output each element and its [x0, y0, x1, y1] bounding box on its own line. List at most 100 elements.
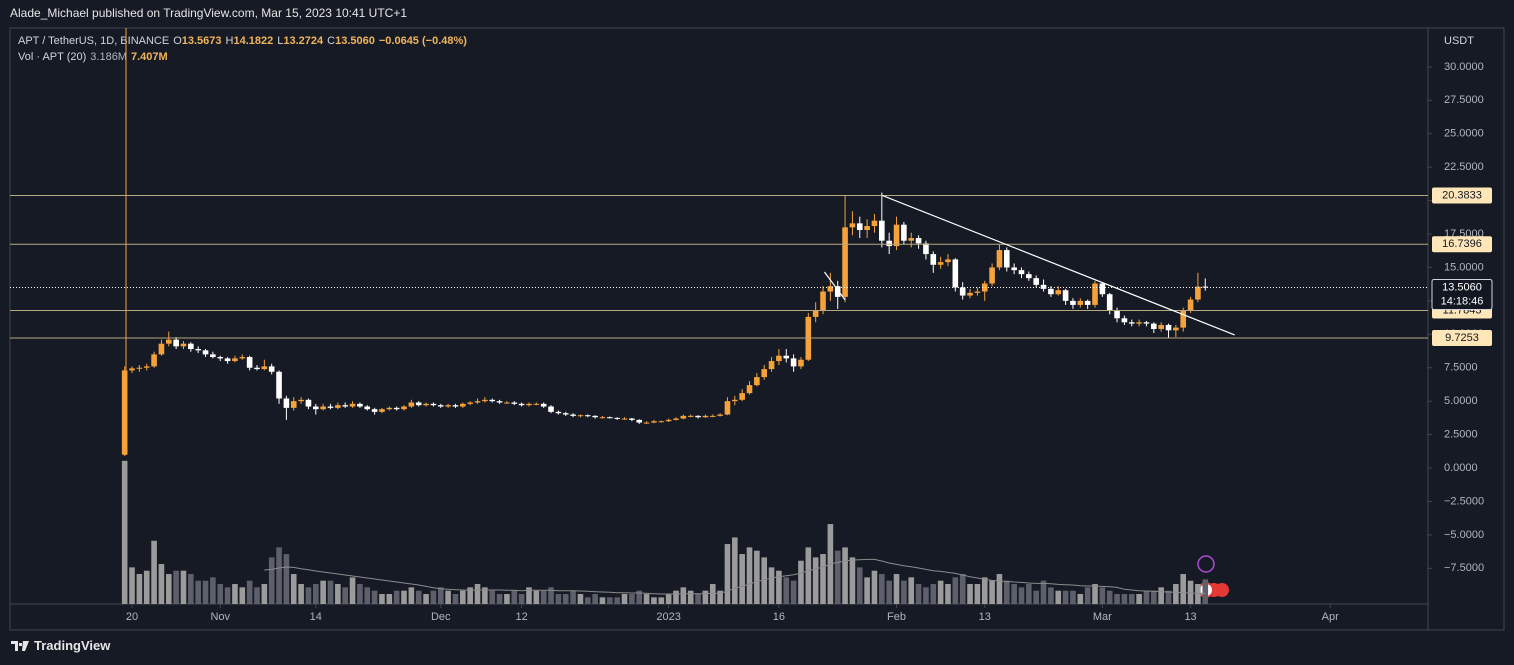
candle-body — [151, 354, 157, 367]
volume-bar — [173, 570, 179, 604]
candle-body — [1128, 322, 1135, 324]
logo — [11, 640, 29, 651]
candle-body — [879, 220, 885, 241]
volume-bar — [908, 577, 915, 604]
level-label-box — [1432, 236, 1492, 253]
candle-body — [188, 343, 194, 350]
candle-body — [1092, 283, 1098, 305]
volume-bar — [959, 574, 966, 604]
volume-bar — [1084, 587, 1091, 604]
candle-body — [276, 371, 282, 399]
volume-bar — [1202, 579, 1209, 604]
ohlc-l: L13.2724 — [277, 35, 323, 47]
volume-bar — [1018, 587, 1025, 604]
candle-body — [952, 259, 959, 288]
candle-body — [820, 291, 826, 311]
candle-body — [254, 367, 260, 370]
volume-ma-line — [264, 558, 1206, 595]
candle-body — [246, 357, 253, 368]
event-icon[interactable] — [1197, 555, 1215, 573]
volume-bar — [474, 584, 481, 604]
volume-bar — [658, 597, 665, 604]
volume-bar — [1180, 574, 1187, 604]
volume-bar — [467, 587, 473, 604]
candle-body — [856, 223, 863, 231]
candle-body — [1040, 284, 1047, 289]
candle-body — [467, 402, 473, 404]
candle-body — [1180, 310, 1187, 328]
y-axis-label: USDT — [1444, 35, 1474, 47]
volume-bar — [1077, 594, 1084, 604]
candle-body — [460, 403, 466, 407]
volume-bar — [996, 574, 1003, 604]
volume-row: Vol · APT (20) 3.186M 7.407M — [18, 51, 168, 63]
volume-bar — [496, 594, 503, 604]
volume-bar — [974, 584, 981, 604]
candle-body — [651, 421, 657, 423]
candle-body — [268, 366, 275, 372]
volume-bar — [879, 574, 885, 604]
volume-bar — [357, 584, 363, 604]
volume-bar — [643, 594, 650, 604]
volume-ma-value: 3.186M — [90, 51, 127, 63]
candle-body — [584, 415, 591, 417]
candle-body — [1026, 274, 1032, 279]
volume-bar — [180, 570, 187, 604]
candle-body — [504, 402, 510, 404]
volume-bar — [239, 587, 246, 604]
candle-body — [658, 421, 665, 423]
volume-bar — [981, 577, 988, 604]
volume-bar — [482, 587, 488, 604]
candle-body — [1158, 324, 1164, 329]
candle-body — [121, 370, 128, 455]
candle-body — [393, 407, 400, 410]
candle-body — [261, 366, 268, 370]
volume-bar — [460, 590, 466, 604]
candle-body — [636, 419, 643, 423]
volume-bar — [202, 580, 209, 604]
candle-body — [754, 377, 760, 386]
candle-body — [1173, 327, 1179, 331]
candle-body — [408, 402, 415, 407]
volume-bar — [856, 567, 863, 604]
candle-body — [202, 350, 209, 355]
volume-bar — [1062, 590, 1069, 604]
candle-body — [526, 403, 532, 406]
volume-bar — [1055, 590, 1062, 604]
x-tick-label: 13 — [1184, 611, 1196, 623]
volume-bar — [401, 590, 407, 604]
candle-body — [673, 418, 679, 420]
volume-bar — [871, 570, 878, 604]
volume-bar — [812, 557, 819, 604]
candle-body — [930, 254, 937, 265]
candle-body — [621, 418, 628, 420]
y-tick-label: 2.5000 — [1444, 429, 1478, 441]
volume-bar — [798, 560, 804, 604]
volume-bar — [364, 587, 371, 604]
ohlc-label: C — [327, 35, 336, 47]
volume-bar — [629, 594, 635, 604]
candle-body — [776, 355, 782, 362]
y-tick-label: 0.0000 — [1444, 462, 1478, 474]
volume-bar — [386, 594, 393, 604]
volume-bar — [1195, 584, 1201, 604]
candle-body — [232, 358, 238, 362]
volume-bar — [1114, 594, 1120, 604]
volume-bar — [1040, 580, 1047, 604]
x-tick-label: Mar — [1093, 611, 1112, 623]
y-tick-label: 27.5000 — [1444, 94, 1484, 106]
volume-bar — [1106, 590, 1113, 604]
candle-body — [386, 407, 393, 410]
candle-body — [482, 399, 488, 402]
volume-bar — [489, 590, 496, 604]
volume-bar — [754, 550, 760, 604]
candle-body — [1165, 324, 1172, 331]
candle-body — [783, 355, 790, 359]
level-label-box — [1432, 329, 1492, 346]
volume-bar — [1187, 580, 1194, 604]
y-tick-label: −5.0000 — [1444, 529, 1484, 541]
volume-bar — [687, 590, 694, 604]
candle-body — [1099, 283, 1106, 295]
ohlc-label: L — [277, 35, 284, 47]
candle-body — [974, 291, 981, 293]
